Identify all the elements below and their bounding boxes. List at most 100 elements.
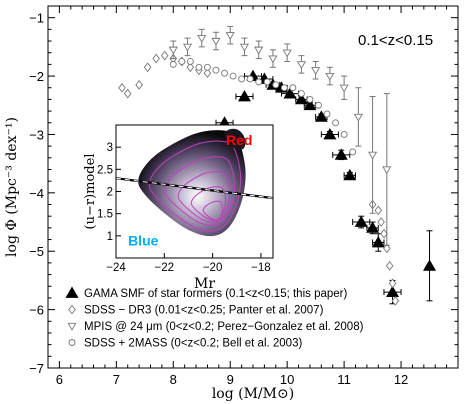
data-point bbox=[182, 43, 193, 52]
data-point bbox=[211, 37, 221, 46]
data-point bbox=[118, 82, 126, 93]
data-point bbox=[343, 168, 357, 181]
data-point bbox=[203, 68, 212, 79]
data-point bbox=[254, 46, 264, 55]
data-point bbox=[380, 228, 388, 239]
data-point bbox=[246, 75, 254, 83]
x-tick-label: 12 bbox=[394, 372, 408, 387]
inset-x-axis-label: Mr bbox=[194, 276, 215, 292]
data-point bbox=[323, 110, 331, 118]
y-axis-label: log Φ (Mpc⁻³ dex⁻¹) bbox=[4, 117, 20, 257]
data-point bbox=[332, 119, 340, 127]
inset-color-magnitude-plot: −24 −22 −20 −18 1 1.5 2 2.5 3 Red Blue Mr (u−r)model bbox=[83, 124, 274, 292]
inset-y-tick-label: 3 bbox=[107, 142, 113, 154]
legend-marker bbox=[68, 304, 76, 315]
blue-label: Blue bbox=[128, 233, 159, 249]
data-point bbox=[212, 66, 220, 74]
data-point bbox=[289, 84, 297, 92]
data-point bbox=[383, 243, 391, 254]
data-point bbox=[294, 92, 308, 105]
x-tick-label: 8 bbox=[170, 372, 177, 387]
data-point bbox=[325, 72, 335, 81]
data-point bbox=[239, 43, 250, 52]
y-tick-label: −7 bbox=[29, 361, 44, 376]
data-point bbox=[311, 67, 321, 75]
y-tick-label: −6 bbox=[29, 303, 44, 318]
data-point bbox=[178, 58, 186, 65]
contour-line bbox=[177, 171, 231, 223]
contour-line bbox=[190, 186, 227, 222]
data-point bbox=[168, 46, 178, 55]
divider-line bbox=[115, 177, 274, 200]
data-point bbox=[349, 148, 357, 156]
data-point bbox=[296, 61, 306, 70]
x-tick-label: 6 bbox=[56, 372, 63, 387]
data-point bbox=[314, 110, 328, 122]
y-tick-label: −4 bbox=[29, 186, 44, 201]
contour-line bbox=[164, 156, 235, 227]
data-point bbox=[366, 221, 380, 233]
data-point bbox=[237, 90, 251, 102]
data-point bbox=[303, 98, 317, 111]
inset-y-tick-label: 1 bbox=[107, 231, 113, 243]
legend-marker bbox=[67, 322, 77, 331]
data-point bbox=[186, 62, 195, 73]
data-point bbox=[367, 151, 378, 160]
data-point bbox=[315, 101, 322, 109]
data-point bbox=[186, 58, 194, 65]
legend-entry: SDSS + 2MASS (0<z<0.2; Bell et al. 2003) bbox=[84, 338, 302, 350]
data-point bbox=[371, 235, 385, 248]
legend-marker bbox=[68, 339, 76, 346]
data-point bbox=[152, 53, 160, 64]
data-point bbox=[282, 49, 292, 58]
inset-x-tick-label: −22 bbox=[155, 262, 175, 274]
data-point bbox=[221, 69, 228, 77]
data-point bbox=[423, 259, 437, 271]
data-point bbox=[334, 148, 348, 160]
x-tick-label: 10 bbox=[280, 372, 294, 387]
data-point bbox=[339, 84, 349, 93]
data-point bbox=[272, 81, 280, 89]
main-plot-area: 6 7 8 9 10 11 12−7−6−5−4−3−2−1 bbox=[29, 5, 459, 387]
data-point bbox=[297, 90, 305, 98]
x-tick-label: 9 bbox=[227, 372, 234, 387]
data-point bbox=[123, 88, 132, 99]
data-point bbox=[238, 75, 246, 83]
data-point bbox=[306, 95, 314, 103]
data-point bbox=[382, 166, 392, 175]
inset-y-tick-label: 2 bbox=[107, 187, 113, 199]
data-point bbox=[374, 205, 383, 216]
data-point bbox=[203, 63, 211, 71]
y-tick-label: −5 bbox=[29, 244, 44, 259]
series-4 bbox=[169, 58, 357, 156]
data-point bbox=[388, 278, 397, 289]
series-3 bbox=[168, 25, 392, 246]
data-point bbox=[354, 215, 368, 227]
data-point bbox=[283, 87, 297, 99]
data-point bbox=[340, 131, 348, 138]
inset-x-tick-label: −18 bbox=[251, 262, 271, 274]
data-point bbox=[377, 217, 385, 227]
data-point bbox=[225, 32, 235, 40]
inset-contours bbox=[138, 128, 246, 237]
data-point bbox=[195, 63, 203, 71]
inset-y-tick-label: 1.5 bbox=[97, 209, 113, 221]
data-point bbox=[385, 260, 394, 271]
contour-line bbox=[202, 200, 224, 221]
y-tick-label: −3 bbox=[29, 127, 44, 142]
data-point bbox=[353, 113, 363, 122]
data-point bbox=[143, 62, 152, 73]
y-tick-label: −2 bbox=[29, 69, 44, 84]
data-point bbox=[323, 127, 337, 140]
red-label: Red bbox=[226, 132, 252, 148]
x-tick-label: 7 bbox=[113, 372, 120, 387]
data-point bbox=[169, 60, 177, 68]
legend-entry: GAMA SMF of star formers (0.1<z<0.15; th… bbox=[84, 288, 347, 300]
data-point bbox=[268, 55, 278, 64]
data-point bbox=[197, 35, 207, 43]
inset-y-axis-label: (u−r)model bbox=[83, 154, 98, 230]
legend-entry: SDSS − DR3 (0.01<z<0.25; Panter et al. 2… bbox=[84, 305, 324, 317]
data-point bbox=[255, 78, 263, 86]
data-point bbox=[391, 295, 400, 306]
